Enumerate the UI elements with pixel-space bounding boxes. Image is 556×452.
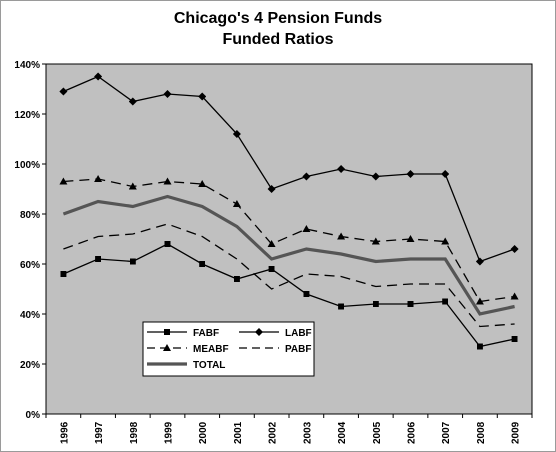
x-tick-label: 2001 xyxy=(233,421,244,444)
x-tick-label: 2002 xyxy=(268,421,279,444)
legend-label-meabf: MEABF xyxy=(193,344,229,355)
y-tick-label: 0% xyxy=(26,410,41,421)
legend-marker xyxy=(163,344,171,351)
legend-marker xyxy=(255,328,263,336)
x-tick-label: 2004 xyxy=(337,421,348,444)
x-tick-label: 2008 xyxy=(476,421,487,444)
legend: FABF LABF MEABF PABF TOTAL xyxy=(142,321,315,377)
x-tick-label: 2000 xyxy=(198,421,209,444)
x-tick-label: 1999 xyxy=(164,421,175,444)
legend-label-labf: LABF xyxy=(285,328,312,339)
y-tick-label: 60% xyxy=(20,260,40,271)
x-tick-label: 2005 xyxy=(372,421,383,444)
x-axis-ticks: 1996 1997 1998 1999 2000 2001 2002 2003 2004 2005… xyxy=(45,414,533,444)
x-tick-label: 1998 xyxy=(129,421,140,444)
y-tick-label: 140% xyxy=(14,60,40,71)
x-tick-label: 2007 xyxy=(441,421,452,444)
x-tick-label: 1997 xyxy=(94,421,105,444)
series-meabf-line xyxy=(59,175,519,305)
legend-label-pabf: PABF xyxy=(285,344,311,355)
legend-label-fabf: FABF xyxy=(193,328,219,339)
y-tick-label: 20% xyxy=(20,360,40,371)
series-total-line xyxy=(62,194,515,316)
series-pabf-line xyxy=(63,223,515,328)
y-axis-ticks: 0% 20% 40% 60% 80% 100% 120% 140% xyxy=(14,60,46,421)
y-tick-label: 40% xyxy=(20,310,40,321)
x-tick-label: 1996 xyxy=(59,421,70,444)
y-tick-label: 80% xyxy=(20,210,40,221)
x-tick-label: 2009 xyxy=(511,421,522,444)
series-lines xyxy=(59,72,519,350)
x-tick-label: 2006 xyxy=(407,421,418,444)
legend-label-total: TOTAL xyxy=(193,360,225,371)
y-tick-label: 120% xyxy=(14,110,40,121)
legend-box xyxy=(142,321,315,377)
x-tick-label: 2003 xyxy=(302,421,313,444)
y-tick-label: 100% xyxy=(14,160,40,171)
chart-title-line-2: Funded Ratios xyxy=(222,31,334,48)
legend-marker xyxy=(164,329,170,335)
chart-title-line-1: Chicago's 4 Pension Funds xyxy=(173,10,383,27)
